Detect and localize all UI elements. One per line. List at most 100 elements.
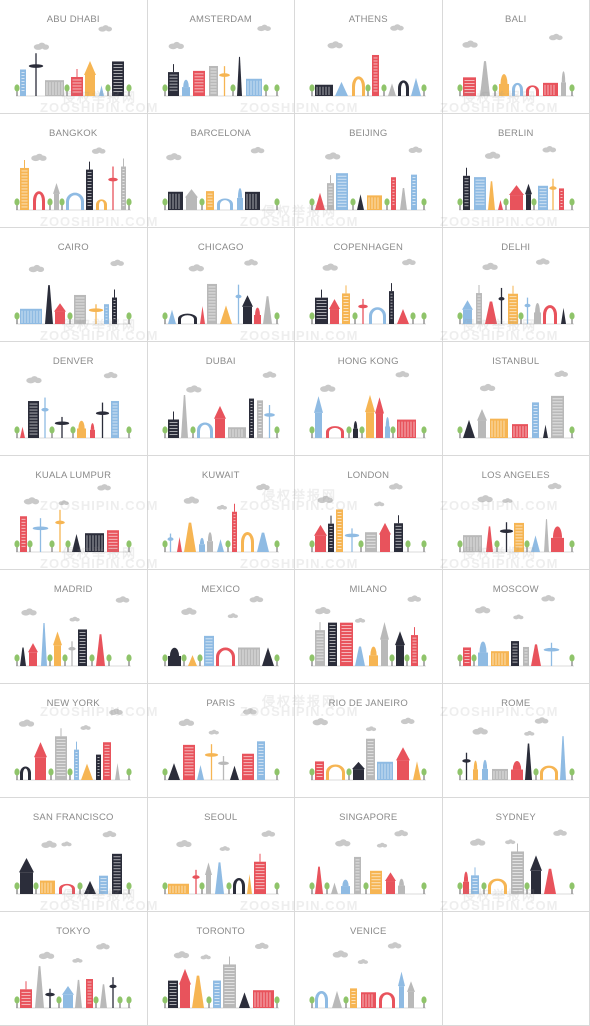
building-icon [45,988,55,1008]
cloud-icon [96,943,110,950]
city-tile-singapore[interactable]: SINGAPORE [295,798,443,912]
city-tile-kuala-lumpur[interactable]: KUALA LUMPUR [0,456,148,570]
city-tile-copenhagen[interactable]: COPENHAGEN [295,228,443,342]
building-icon [96,754,101,780]
building-icon [236,188,243,210]
building-icon [28,401,39,438]
building-icon [550,526,564,552]
cloud-icon [512,614,523,620]
city-tile-san-francisco[interactable]: SAN FRANCISCO [0,798,148,912]
cloud-icon [320,384,336,392]
building-icon [32,518,49,552]
cloud-icon [200,954,211,960]
city-name-label: DELHI [501,242,531,253]
cloud-icon [548,33,563,41]
city-tile-moscow[interactable]: MOSCOW [442,570,590,684]
city-tile-rome[interactable]: ROME [442,684,590,798]
building-icon [256,741,265,780]
building-icon [219,305,232,324]
tree-icon [523,882,530,894]
city-name-label: ROME [501,698,531,709]
tree-icon [421,882,427,894]
city-tile-new-york[interactable]: NEW YORK [0,684,148,798]
city-tile-beijing[interactable]: BEIJING [295,114,443,228]
cloud-icon [102,830,117,838]
building-icon [112,853,122,894]
cloud-icon [376,842,388,848]
tree-icon [405,540,411,552]
tree-icon [64,84,70,96]
city-tile-seoul[interactable]: SEOUL [147,798,295,912]
tree-icon [262,84,269,96]
city-name-label: SINGAPORE [339,812,398,823]
city-tile-berlin[interactable]: BERLIN [442,114,590,228]
building-icon [510,843,524,894]
building-icon [470,867,479,894]
city-tile-athens[interactable]: ATHENS [295,0,443,114]
city-tile-bangkok[interactable]: BANGKOK [0,114,148,228]
building-icon [389,283,394,324]
tree-icon [517,312,524,324]
building-icon [462,871,469,894]
building-icon [213,405,226,438]
city-tile-amsterdam[interactable]: AMSTERDAM [147,0,295,114]
city-tile-milano[interactable]: MILANO [295,570,443,684]
tree-icon [523,540,530,552]
skyline-illustration [161,830,280,895]
building-icon [361,992,376,1008]
cloud-icon [227,613,238,619]
building-icon [96,199,107,210]
building-icon [229,765,239,780]
city-tile-mexico[interactable]: MEXICO [147,570,295,684]
building-icon [394,515,403,552]
building-icon [205,191,214,210]
city-tile-venice[interactable]: VENICE [295,912,443,1026]
city-tile-rio-de-janeiro[interactable]: RIO DE JANEIRO [295,684,443,798]
building-icon [314,396,323,438]
skyline-illustration [14,943,132,1009]
building-icon [20,766,31,780]
building-icon [558,188,564,210]
cloud-icon [219,846,230,851]
skyline-illustration [161,24,280,97]
tree-icon [502,198,509,210]
city-tile-kuwait[interactable]: KUWAIT [147,456,295,570]
tree-icon [273,198,280,210]
tree-icon [93,996,99,1008]
city-tile-london[interactable]: LONDON [295,456,443,570]
cloud-icon [69,616,80,622]
building-icon [462,535,482,552]
city-tile-chicago[interactable]: CHICAGO [147,228,295,342]
building-icon [199,306,205,324]
city-tile-bali[interactable]: BALI [442,0,590,114]
building-icon [96,634,105,666]
city-tile-madrid[interactable]: MADRID [0,570,148,684]
city-tile-hong-kong[interactable]: HONG KONG [295,342,443,456]
city-tile-abu-dhabi[interactable]: ABU DHABI [0,0,148,114]
building-icon [103,742,111,780]
city-tile-dubai[interactable]: DUBAI [147,342,295,456]
city-tile-cairo[interactable]: CAIRO [0,228,148,342]
building-icon [95,402,110,438]
building-icon [167,191,183,210]
skyline-illustration [309,942,427,1009]
building-icon [350,988,357,1008]
building-icon [525,85,539,96]
skyline-illustration [14,147,132,211]
city-tile-delhi[interactable]: DELHI [442,228,590,342]
city-tile-los-angeles[interactable]: LOS ANGELES [442,456,590,570]
city-tile-barcelona[interactable]: BARCELONA [147,114,295,228]
building-icon [524,183,532,210]
tree-icon [196,654,203,666]
city-tile-denver[interactable]: DENVER [0,342,148,456]
tree-icon [421,540,427,552]
city-tile-sydney[interactable]: SYDNEY [442,798,590,912]
city-tile-paris[interactable]: PARIS [147,684,295,798]
cloud-icon [395,370,410,378]
city-tile-istanbul[interactable]: ISTANBUL [442,342,590,456]
building-icon [41,623,47,666]
cloud-icon [256,24,271,32]
city-tile-tokyo[interactable]: TOKYO [0,912,148,1026]
city-tile-toronto[interactable]: TORONTO [147,912,295,1026]
building-icon [19,858,34,894]
